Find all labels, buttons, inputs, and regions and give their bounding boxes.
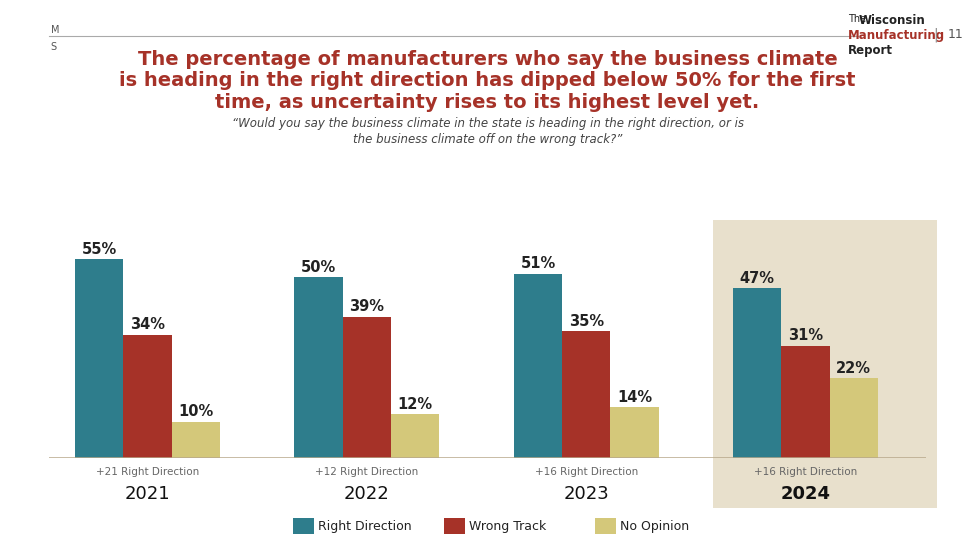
Text: No Opinion: No Opinion — [620, 519, 689, 533]
Bar — [733, 288, 782, 458]
Text: time, as uncertainty rises to its highest level yet.: time, as uncertainty rises to its highes… — [215, 93, 760, 112]
Text: The percentage of manufacturers who say the business climate: The percentage of manufacturers who say … — [137, 50, 838, 69]
Text: |: | — [934, 28, 938, 42]
Text: the business climate off on the wrong track?”: the business climate off on the wrong tr… — [353, 133, 622, 146]
Text: 14%: 14% — [617, 389, 652, 405]
Bar — [172, 421, 220, 458]
Bar — [563, 331, 610, 458]
Bar — [123, 335, 172, 458]
Bar — [391, 414, 439, 458]
Text: 35%: 35% — [568, 314, 604, 329]
Text: 10%: 10% — [178, 404, 214, 419]
Bar — [782, 346, 830, 458]
Bar — [75, 259, 123, 458]
Text: The: The — [848, 14, 870, 24]
Bar — [343, 317, 391, 458]
Text: 51%: 51% — [521, 256, 556, 271]
Text: +16 Right Direction: +16 Right Direction — [754, 466, 857, 477]
Text: 34%: 34% — [130, 318, 165, 333]
Text: 12%: 12% — [398, 397, 433, 412]
Text: 55%: 55% — [82, 242, 117, 257]
Text: “Would you say the business climate in the state is heading in the right directi: “Would you say the business climate in t… — [231, 117, 744, 130]
Text: 31%: 31% — [788, 328, 823, 343]
Text: Manufacturing: Manufacturing — [848, 29, 946, 42]
Text: 2024: 2024 — [781, 484, 831, 503]
Text: +21 Right Direction: +21 Right Direction — [96, 466, 199, 477]
Bar — [294, 277, 343, 458]
Text: 11: 11 — [948, 28, 963, 41]
Text: M: M — [51, 25, 59, 35]
Bar — [830, 378, 878, 458]
Text: 2023: 2023 — [564, 484, 609, 503]
Text: 50%: 50% — [301, 260, 336, 275]
Text: Wisconsin: Wisconsin — [859, 14, 925, 27]
Text: 39%: 39% — [349, 300, 384, 314]
Text: 2021: 2021 — [125, 484, 171, 503]
Bar — [514, 273, 563, 458]
Text: 47%: 47% — [740, 271, 775, 286]
Text: is heading in the right direction has dipped below 50% for the first: is heading in the right direction has di… — [119, 71, 856, 90]
Text: +16 Right Direction: +16 Right Direction — [534, 466, 638, 477]
Text: Report: Report — [848, 44, 893, 57]
Text: S: S — [51, 42, 57, 52]
Text: Wrong Track: Wrong Track — [469, 519, 546, 533]
FancyBboxPatch shape — [714, 220, 937, 508]
Text: Right Direction: Right Direction — [318, 519, 411, 533]
Text: 22%: 22% — [837, 360, 872, 376]
Bar — [610, 407, 659, 458]
Text: 2022: 2022 — [344, 484, 390, 503]
Text: +12 Right Direction: +12 Right Direction — [315, 466, 418, 477]
